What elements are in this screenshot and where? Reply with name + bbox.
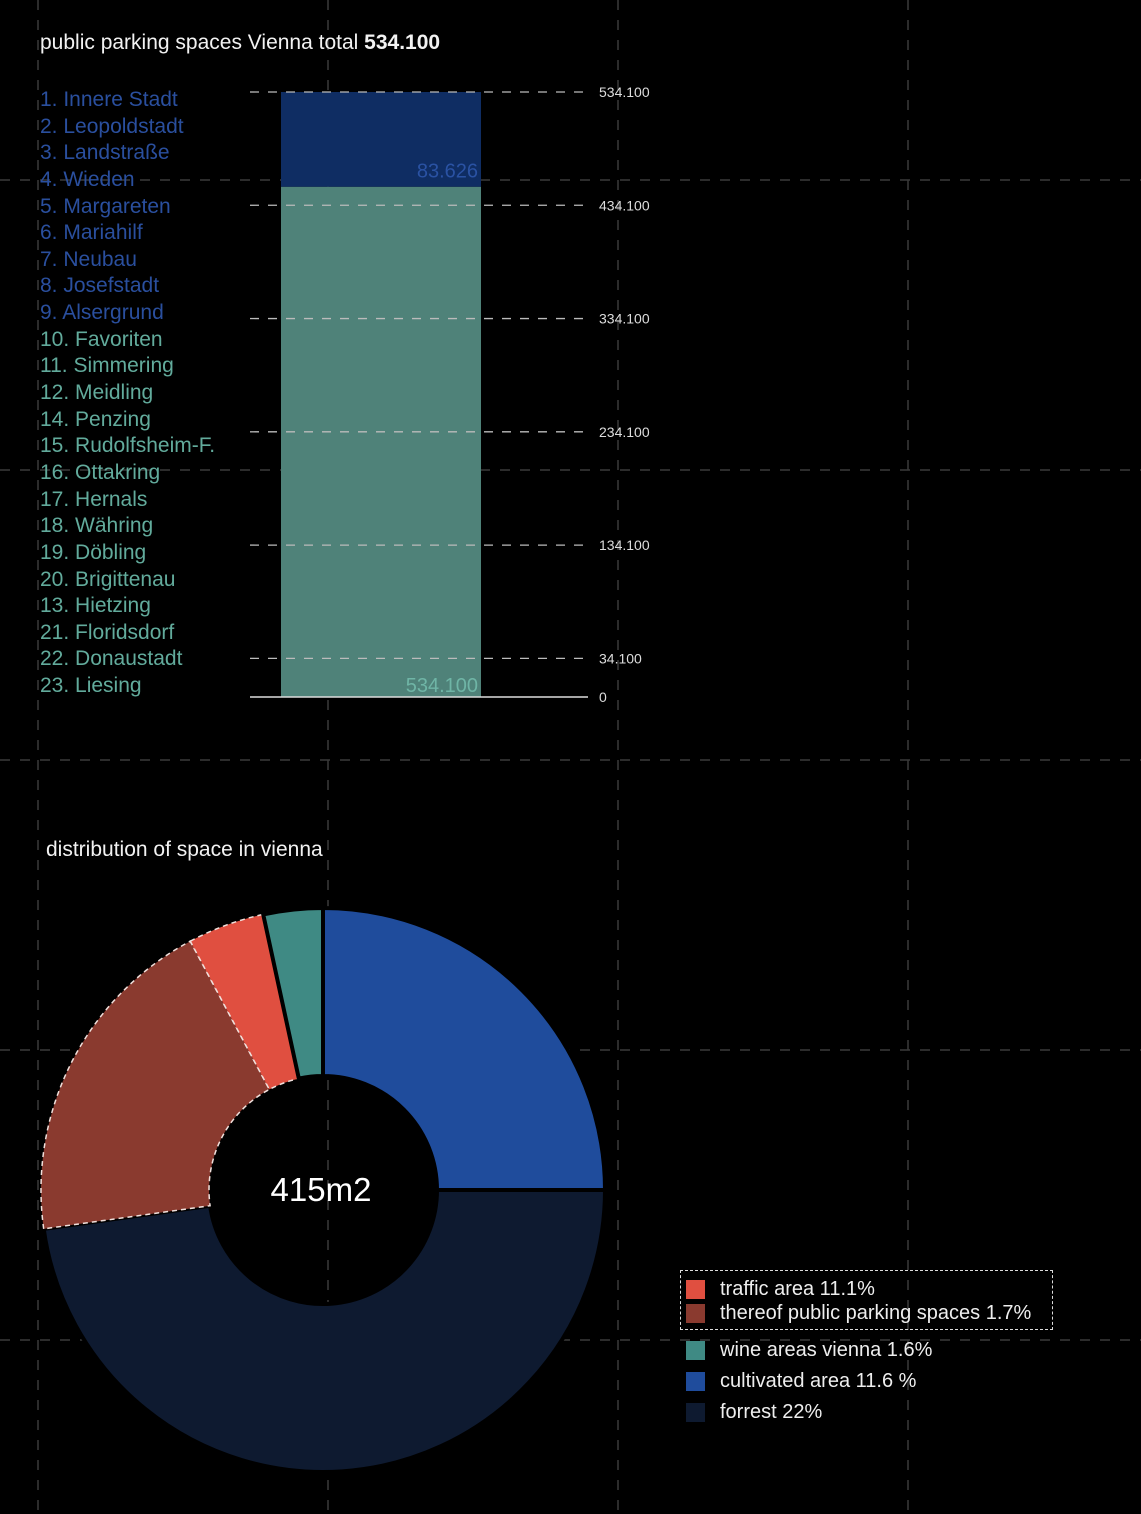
legend-label: forrest 22% <box>720 1401 823 1423</box>
legend-label: traffic area 11.1% <box>720 1277 875 1300</box>
y-tick-label: 134.100 <box>599 537 650 553</box>
district-label: 8. Josefstadt <box>40 274 160 298</box>
district-label: 6. Mariahilf <box>40 221 143 245</box>
legend-item: wine areas vienna 1.6% <box>686 1335 1053 1366</box>
donut-slice <box>321 905 608 1192</box>
district-label: 19. Döbling <box>40 540 147 564</box>
legend-swatch-icon <box>686 1303 705 1323</box>
district-list: 1. Innere Stadt 2. Leopoldstadt 3. Landstr… <box>40 87 215 700</box>
legend-label: wine areas vienna 1.6% <box>720 1339 933 1361</box>
district-label: 7. Neubau <box>40 247 137 271</box>
district-label: 22. Donaustadt <box>40 647 183 671</box>
bar-segment <box>281 92 481 187</box>
donut-slice <box>260 905 325 1081</box>
district-label: 23. Liesing <box>40 674 142 698</box>
legend-label: cultivated area 11.6 % <box>720 1370 917 1392</box>
district-label: 21. Floridsdorf <box>40 620 175 644</box>
y-tick-label: 534.100 <box>599 84 650 100</box>
bar-segment <box>281 186 481 698</box>
donut-legend: traffic area 11.1% thereof public parking… <box>680 1270 1053 1428</box>
legend-item: traffic area 11.1% <box>686 1277 1046 1301</box>
district-label: 18. Währing <box>40 514 154 538</box>
donut-slice <box>41 1188 608 1474</box>
legend-swatch-icon <box>686 1341 705 1360</box>
district-label: 5. Margareten <box>40 194 171 218</box>
y-tick-label: 434.100 <box>599 197 650 213</box>
district-label: 15. Rudolfsheim-F. <box>40 434 216 458</box>
legend-label: thereof public parking spaces 1.7% <box>720 1301 1032 1324</box>
legend-swatch-icon <box>686 1403 705 1422</box>
district-label: 10. Favoriten <box>40 327 163 351</box>
legend-item: thereof public parking spaces 1.7% <box>686 1301 1046 1325</box>
legend-swatch-icon <box>686 1372 705 1391</box>
district-label: 3. Landstraße <box>40 141 170 165</box>
donut-chart-title: distribution of space in vienna <box>46 838 323 861</box>
district-label: 4. Wieden <box>40 167 135 191</box>
district-label: 1. Innere Stadt <box>40 88 178 111</box>
y-tick-label: 234.100 <box>599 424 650 440</box>
district-label: 12. Meidling <box>40 381 154 405</box>
bar-value-label: 534.100 <box>406 675 478 697</box>
district-label: 2. Leopoldstadt <box>40 114 184 138</box>
district-label: 16. Ottakring <box>40 460 161 484</box>
legend-swatch-icon <box>686 1279 705 1299</box>
donut-slice <box>40 940 271 1230</box>
district-label: 9. Alsergrund <box>40 301 164 325</box>
district-label: 11. Simmering <box>40 354 174 378</box>
donut-center-label: 415m2 <box>271 1171 372 1208</box>
y-tick-label: 34.100 <box>599 650 642 666</box>
district-label: 20. Brigittenau <box>40 567 176 591</box>
district-label: 13. Hietzing <box>40 594 151 618</box>
legend-traffic-group: traffic area 11.1% thereof public parking… <box>680 1270 1053 1330</box>
district-label: 17. Hernals <box>40 487 148 511</box>
legend-item: forrest 22% <box>686 1397 1053 1428</box>
bar-chart-title: public parking spaces Vienna total 534.1… <box>40 31 441 54</box>
y-tick-label: 334.100 <box>599 311 650 327</box>
legend-item: cultivated area 11.6 % <box>686 1366 1053 1397</box>
stacked-bar-chart: 0 34.100 134.100 234.100 334.100 434.100 534.1… <box>250 84 650 705</box>
y-tick-label: 0 <box>599 689 607 705</box>
district-label: 14. Penzing <box>40 407 151 431</box>
bar-value-label: 83.626 <box>417 161 478 183</box>
